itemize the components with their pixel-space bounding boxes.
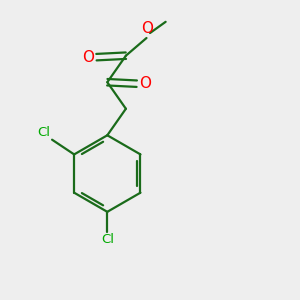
Text: Cl: Cl: [38, 126, 51, 139]
Text: O: O: [82, 50, 94, 65]
Text: O: O: [141, 21, 153, 36]
Text: Cl: Cl: [101, 233, 114, 246]
Text: O: O: [139, 76, 151, 91]
